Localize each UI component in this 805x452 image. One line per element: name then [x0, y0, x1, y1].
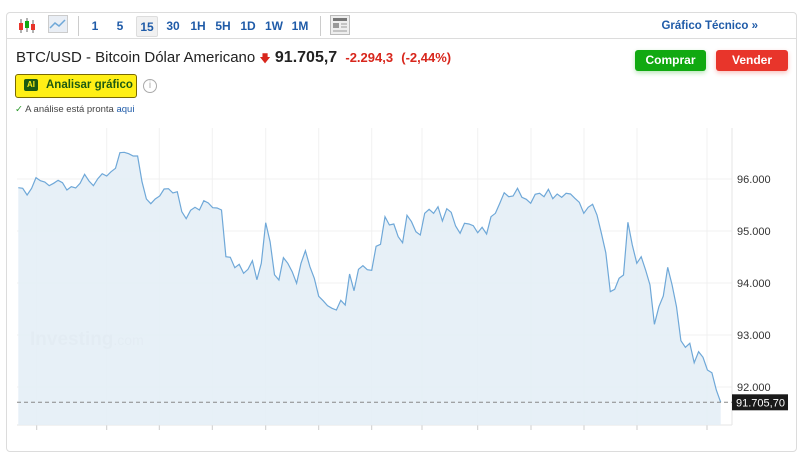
y-tick-label: 96.000: [737, 174, 771, 186]
y-tick-label: 95.000: [737, 226, 771, 238]
y-tick-label: 94.000: [737, 278, 771, 290]
y-tick-label: 92.000: [737, 382, 771, 394]
y-tick-label: 93.000: [737, 330, 771, 342]
last-price-label: 91.705,70: [736, 397, 785, 409]
price-chart[interactable]: 96.00095.00094.00093.00092.000Investing.…: [0, 0, 805, 433]
